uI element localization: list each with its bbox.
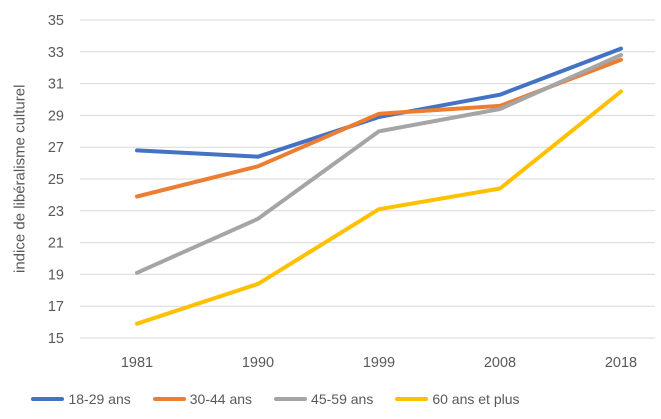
- legend-label-60-ans-et-plus: 60 ans et plus: [432, 391, 520, 407]
- series-line-45-59-ans: [135, 53, 623, 275]
- legend-item-60-ans-et-plus: 60 ans et plus: [395, 391, 520, 407]
- legend-item-45-59-ans: 45-59 ans: [274, 391, 373, 407]
- y-tick-label-25: 25: [48, 172, 64, 188]
- x-tick-label-1990: 1990: [242, 355, 274, 371]
- y-tick-label-31: 31: [48, 77, 64, 93]
- x-tick-label-2008: 2008: [484, 355, 516, 371]
- y-tick-label-17: 17: [48, 299, 64, 315]
- series-line-60-ans-et-plus: [135, 89, 623, 326]
- y-tick-label-27: 27: [48, 140, 64, 156]
- y-tick-label-29: 29: [48, 108, 64, 124]
- series-line-30-44-ans: [135, 57, 623, 199]
- series-line-18-29-ans: [135, 46, 623, 159]
- legend-swatch-30-44-ans: [152, 396, 186, 402]
- y-tick-label-33: 33: [48, 45, 64, 61]
- y-tick-label-35: 35: [48, 13, 64, 29]
- x-tick-label-1999: 1999: [363, 355, 395, 371]
- x-tick-label-2018: 2018: [605, 355, 637, 371]
- y-tick-label-15: 15: [48, 331, 64, 347]
- legend-label-18-29-ans: 18-29 ans: [68, 391, 131, 407]
- y-tick-label-21: 21: [48, 236, 64, 252]
- legend-label-45-59-ans: 45-59 ans: [311, 391, 374, 407]
- y-axis-title: indice de libéralisme culturel: [11, 84, 29, 274]
- y-tick-label-23: 23: [48, 204, 64, 220]
- legend-swatch-18-29-ans: [31, 396, 65, 402]
- y-tick-label-19: 19: [48, 267, 64, 283]
- x-tick-label-1981: 1981: [121, 355, 153, 371]
- legend-swatch-60-ans-et-plus: [395, 396, 429, 402]
- legend-item-18-29-ans: 18-29 ans: [31, 391, 131, 407]
- chart-legend: 18-29 ans 30-44 ans 45-59 ans 60 ans et plu…: [0, 386, 606, 412]
- legend-item-30-44-ans: 30-44 ans: [152, 391, 253, 407]
- legend-swatch-45-59-ans: [274, 396, 308, 402]
- legend-label-30-44-ans: 30-44 ans: [189, 391, 253, 407]
